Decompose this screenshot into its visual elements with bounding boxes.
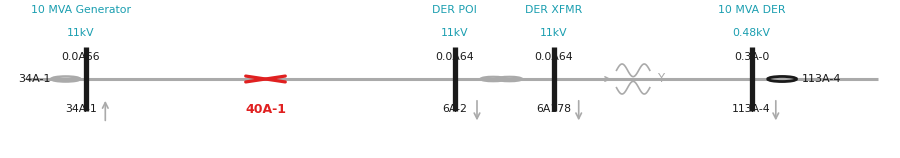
Text: 6A-2: 6A-2 xyxy=(442,104,467,114)
Text: 11kV: 11kV xyxy=(441,28,468,38)
Text: 34A-1: 34A-1 xyxy=(65,104,97,114)
Text: 113A-4: 113A-4 xyxy=(733,104,770,114)
Text: 10 MVA DER: 10 MVA DER xyxy=(718,5,785,15)
Text: 11kV: 11kV xyxy=(540,28,567,38)
Text: 0.0A66: 0.0A66 xyxy=(62,52,100,62)
Text: DER POI: DER POI xyxy=(432,5,477,15)
Text: DER XFMR: DER XFMR xyxy=(525,5,582,15)
Text: 0.3A-0: 0.3A-0 xyxy=(734,52,770,62)
Text: 34A-1: 34A-1 xyxy=(18,74,50,84)
Text: Y: Y xyxy=(657,73,664,85)
Text: 40A-1: 40A-1 xyxy=(245,103,286,115)
Text: 11kV: 11kV xyxy=(68,28,94,38)
Text: 113A-4: 113A-4 xyxy=(802,74,842,84)
Text: 0.48kV: 0.48kV xyxy=(733,28,770,38)
Text: 0.0A64: 0.0A64 xyxy=(436,52,473,62)
Text: 10 MVA Generator: 10 MVA Generator xyxy=(31,5,131,15)
Text: 0.0A64: 0.0A64 xyxy=(535,52,572,62)
Text: 6A178: 6A178 xyxy=(536,104,571,114)
